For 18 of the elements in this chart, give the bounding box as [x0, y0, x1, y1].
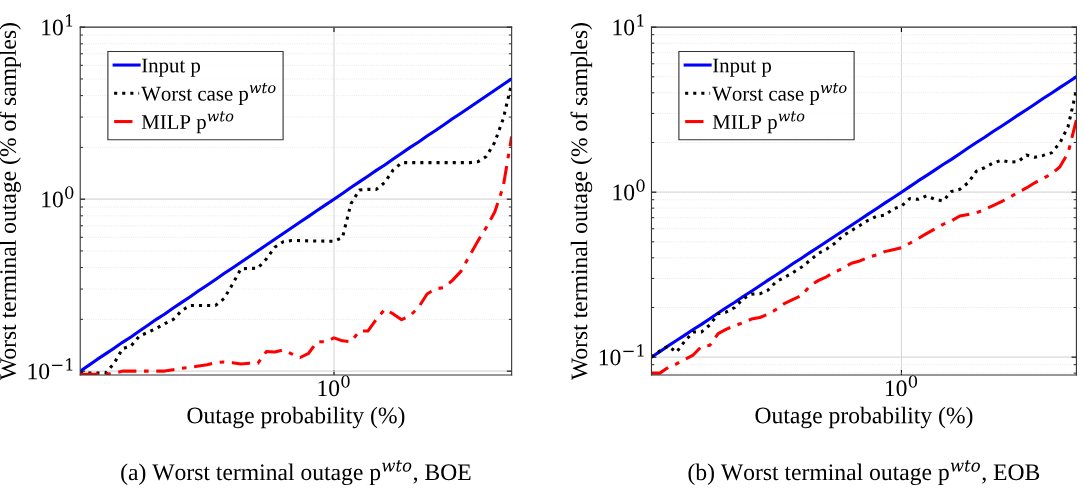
y-axis-title: Worst terminal outage (% of samples)	[570, 23, 593, 381]
y-tick-label: 10$^{−1}$	[599, 344, 644, 366]
text: (b) Worst terminal outage p$^{wto}$, EOB	[688, 460, 1040, 486]
y-tick-label: 10$^{1}$	[613, 14, 644, 36]
legend-label: Input p	[712, 58, 772, 77]
y-axis-title: Worst terminal outage (% of samples)	[0, 23, 21, 381]
y-tick-label: 10$^{0}$	[613, 179, 645, 201]
text: (a) Worst terminal outage p$^{wto}$, BOE	[121, 460, 471, 486]
y-tick-label: 10$^{0}$	[42, 186, 74, 208]
legend-label: Worst case p$^{wto}$	[141, 83, 276, 105]
legend-label: MILP p$^{wto}$	[712, 111, 805, 134]
y-tick-label: 10$^{−1}$	[28, 358, 73, 380]
legend-label: Input p	[141, 58, 201, 77]
legend-label: MILP p$^{wto}$	[141, 111, 234, 134]
y-tick-label: 10$^{1}$	[42, 14, 73, 36]
x-axis-title: Outage probability (%)	[755, 406, 973, 429]
x-axis-title: Outage probability (%)	[187, 406, 405, 429]
legend-label: Worst case p$^{wto}$	[712, 83, 847, 105]
